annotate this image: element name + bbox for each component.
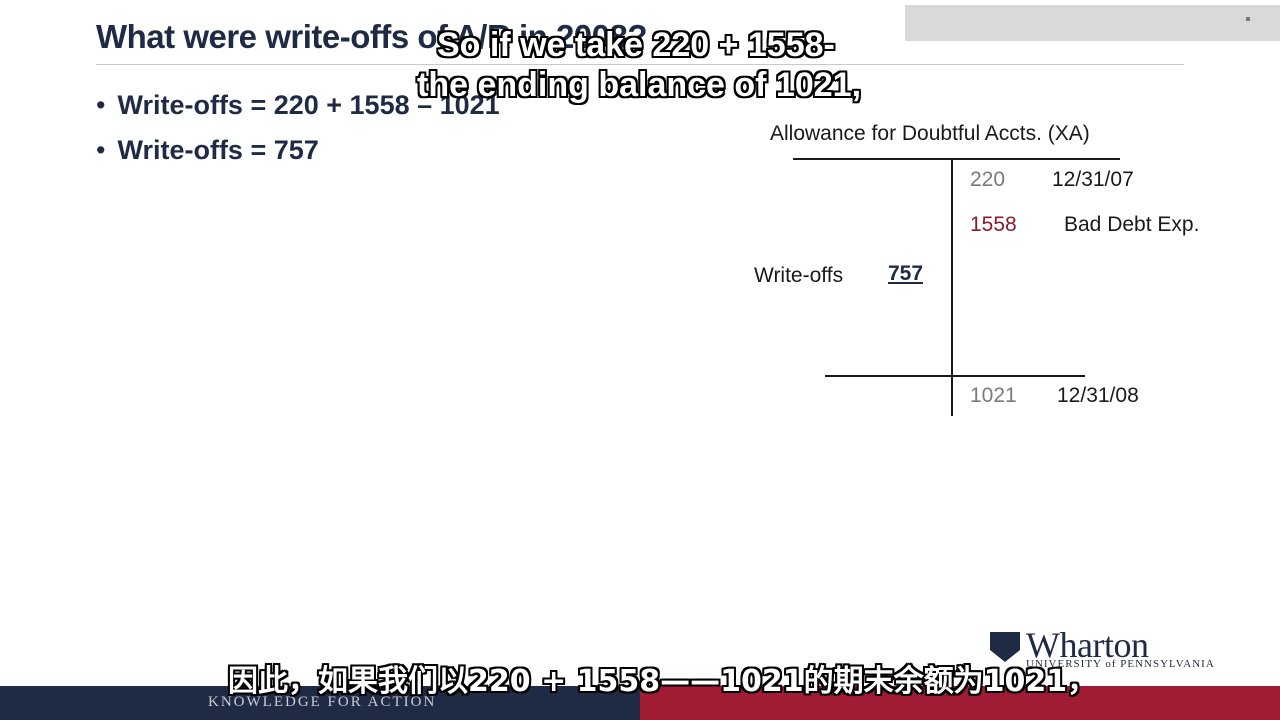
beginning-balance-date: 12/31/07 [1052,168,1134,191]
bad-debt-label: Bad Debt Exp. [1064,213,1200,236]
wharton-logo: Wharton UNIVERSITY of PENNSYLVANIA [988,625,1214,672]
footer-bar-crimson [640,686,1280,720]
bullet-item: • Write-offs = 220 + 1558 – 1021 [96,90,500,121]
beginning-balance-amount: 220 [970,168,1006,191]
t-account-vertical-rule [951,160,953,416]
footer-tagline: KNOWLEDGE FOR ACTION [208,694,437,710]
subtitle-english-line-1: So if we take 220 + 1558- [437,26,835,64]
write-offs-amount: 757 [888,262,924,285]
bullet-dot: • [96,135,106,165]
top-right-box [905,5,1280,41]
bullet-list: • Write-offs = 220 + 1558 – 1021 • Write-o… [96,90,500,180]
bullet-dot: • [96,90,106,120]
subtitle-chinese: 因此，如果我们以220 + 1558——1021的期末余额为1021， [228,664,1098,699]
write-offs-label: Write-offs [754,264,844,287]
t-account-top-rule [793,158,1120,160]
bullet-item: • Write-offs = 757 [96,135,500,166]
bullet-text: Write-offs = 220 + 1558 – 1021 [117,90,500,120]
bullet-text: Write-offs = 757 [117,135,319,165]
subtitle-english-line-2: the ending balance of 1021, [417,66,862,104]
box-dot [1246,17,1250,21]
t-account-balance-rule [825,375,1085,377]
bad-debt-amount: 1558 [970,213,1017,236]
title-divider [96,64,1184,65]
t-account-title: Allowance for Doubtful Accts. (XA) [770,122,1090,145]
logo-wordmark: Wharton [1026,625,1149,665]
footer-bar-navy [0,686,640,720]
ending-balance-date: 12/31/08 [1057,384,1139,407]
ending-balance-amount: 1021 [970,384,1017,407]
slide-title: What were write-offs of A/R in 2008? [96,18,648,55]
logo-subtitle: UNIVERSITY of PENNSYLVANIA [1026,658,1215,670]
